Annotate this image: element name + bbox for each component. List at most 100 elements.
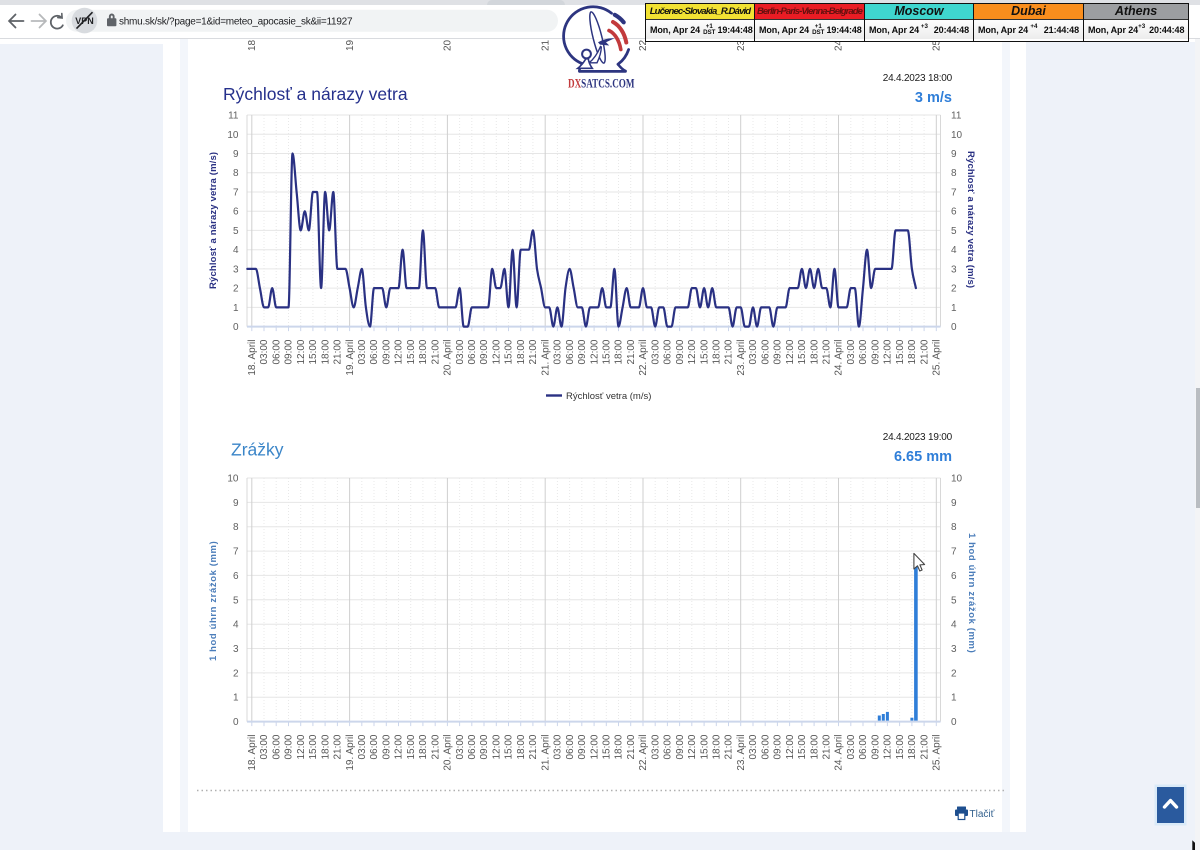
svg-text:03:00: 03:00 [553,734,564,759]
svg-text:21: 21 [540,39,551,51]
svg-text:6.65 mm: 6.65 mm [894,449,952,465]
svg-text:03:00: 03:00 [553,339,564,364]
svg-text:21. April: 21. April [540,340,551,376]
svg-text:22. April: 22. April [638,340,649,376]
svg-text:12:00: 12:00 [883,734,894,759]
svg-text:2: 2 [233,284,239,295]
svg-text:21:00: 21:00 [333,734,344,759]
svg-text:6: 6 [233,207,239,218]
svg-text:06:00: 06:00 [565,339,576,364]
svg-text:18. April: 18. April [247,735,258,771]
svg-text:03:00: 03:00 [357,734,368,759]
svg-text:21:00: 21:00 [919,734,930,759]
svg-text:0: 0 [951,717,957,728]
svg-text:21:00: 21:00 [528,734,539,759]
svg-text:2: 2 [951,284,957,295]
svg-text:Tlačiť: Tlačiť [970,809,995,820]
svg-text:8: 8 [951,168,957,179]
svg-text:03:00: 03:00 [650,339,661,364]
svg-text:23. April: 23. April [736,735,747,771]
svg-text:03:00: 03:00 [650,734,661,759]
svg-text:8: 8 [951,522,957,533]
svg-text:7: 7 [233,547,239,558]
svg-text:Rýchlosť a nárazy vetra (m/s): Rýchlosť a nárazy vetra (m/s) [208,152,219,289]
svg-text:9: 9 [233,149,239,160]
svg-text:DXSATCS.COM: DXSATCS.COM [568,77,635,91]
svg-text:20. April: 20. April [443,735,454,771]
svg-text:4: 4 [951,620,957,631]
svg-text:6: 6 [951,571,957,582]
svg-text:25. April: 25. April [932,340,943,376]
svg-text:3: 3 [951,264,957,275]
svg-text:18:00: 18:00 [712,339,723,364]
svg-text:06:00: 06:00 [760,734,771,759]
svg-text:18:00: 18:00 [516,339,527,364]
svg-text:18:00: 18:00 [516,734,527,759]
svg-text:18:00: 18:00 [809,734,820,759]
svg-text:09:00: 09:00 [870,339,881,364]
svg-text:Rýchlosť a nárazy vetra: Rýchlosť a nárazy vetra [223,84,408,104]
svg-text:10: 10 [951,130,963,141]
svg-text:0: 0 [951,322,957,333]
svg-text:12:00: 12:00 [492,734,503,759]
svg-text:09:00: 09:00 [479,339,490,364]
svg-text:2: 2 [233,668,239,679]
svg-text:9: 9 [233,498,239,509]
svg-text:1 hod úhrn zrážok (mm): 1 hod úhrn zrážok (mm) [966,533,977,653]
svg-text:24.4.2023 19:00: 24.4.2023 19:00 [883,432,953,443]
svg-text:03:00: 03:00 [455,734,466,759]
svg-text:09:00: 09:00 [382,734,393,759]
svg-text:0: 0 [233,717,239,728]
svg-text:15:00: 15:00 [895,339,906,364]
svg-text:12:00: 12:00 [785,339,796,364]
svg-text:19: 19 [345,39,356,51]
svg-text:23. April: 23. April [736,340,747,376]
svg-text:06:00: 06:00 [760,339,771,364]
svg-text:12:00: 12:00 [687,339,698,364]
svg-text:18:00: 18:00 [907,339,918,364]
svg-text:5: 5 [951,226,957,237]
svg-text:09:00: 09:00 [773,734,784,759]
svg-text:21:00: 21:00 [528,339,539,364]
svg-text:18:00: 18:00 [712,734,723,759]
svg-text:25: 25 [932,39,943,51]
svg-text:3: 3 [233,264,239,275]
svg-text:shmu.sk/sk/?page=1&id=meteo_ap: shmu.sk/sk/?page=1&id=meteo_apocasie_sk&… [119,16,353,27]
svg-text:21:00: 21:00 [430,734,441,759]
svg-text:20: 20 [443,39,454,51]
svg-text:06:00: 06:00 [565,734,576,759]
svg-text:03:00: 03:00 [846,339,857,364]
svg-text:3: 3 [233,644,239,655]
svg-text:15:00: 15:00 [406,339,417,364]
svg-text:15:00: 15:00 [699,734,710,759]
svg-text:4: 4 [951,245,957,256]
svg-text:18:00: 18:00 [320,734,331,759]
svg-text:6: 6 [233,571,239,582]
svg-text:18:00: 18:00 [418,734,429,759]
svg-text:06:00: 06:00 [663,339,674,364]
svg-text:15:00: 15:00 [504,734,515,759]
svg-text:3 m/s: 3 m/s [915,90,952,106]
svg-text:09:00: 09:00 [577,339,588,364]
svg-text:21:00: 21:00 [626,339,637,364]
svg-text:21:00: 21:00 [919,339,930,364]
svg-text:12:00: 12:00 [687,734,698,759]
svg-text:21:00: 21:00 [724,734,735,759]
svg-text:21. April: 21. April [540,735,551,771]
svg-text:12:00: 12:00 [589,734,600,759]
svg-text:23: 23 [736,39,747,51]
svg-text:5: 5 [951,595,957,606]
svg-text:10: 10 [951,474,963,485]
svg-text:09:00: 09:00 [382,339,393,364]
svg-text:10: 10 [227,474,239,485]
svg-text:06:00: 06:00 [663,734,674,759]
svg-text:22: 22 [638,39,649,51]
svg-text:03:00: 03:00 [748,734,759,759]
svg-text:24. April: 24. April [834,340,845,376]
svg-text:9: 9 [951,149,957,160]
svg-text:09:00: 09:00 [284,734,295,759]
svg-text:1: 1 [951,693,957,704]
svg-text:15:00: 15:00 [308,734,319,759]
svg-text:06:00: 06:00 [467,734,478,759]
svg-text:9: 9 [951,498,957,509]
